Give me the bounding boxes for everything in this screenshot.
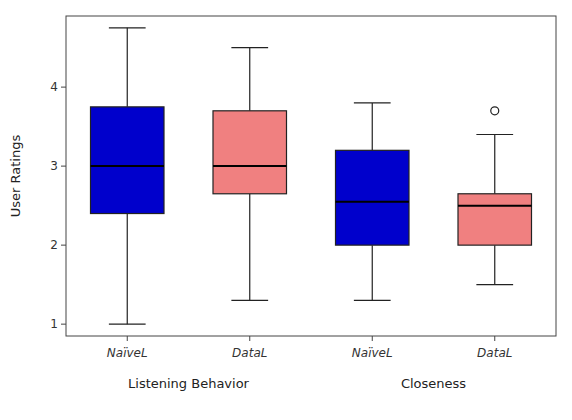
y-axis-label: User Ratings [8,135,23,218]
whisker-low [494,245,495,285]
cap-high [476,134,513,135]
x-tick-label: DataL [232,346,267,360]
group-label: Listening Behavior [128,376,250,391]
y-tick-label: 3 [50,159,58,173]
flier [491,107,499,115]
whisker-high [372,103,373,150]
x-tick [249,336,250,341]
whisker-high [127,28,128,107]
cap-high [354,102,391,103]
plot-frame [66,16,556,336]
whisker-high [249,48,250,111]
box [336,150,410,245]
y-tick [61,166,66,167]
cap-high [109,27,146,28]
cap-low [109,324,146,325]
x-tick-label: DataL [477,346,512,360]
median [91,165,165,167]
y-tick [61,245,66,246]
whisker-low [127,214,128,325]
y-tick [61,324,66,325]
cap-low [354,300,391,301]
box [91,107,165,214]
cap-high [231,47,268,48]
whisker-low [372,245,373,300]
median [213,165,287,167]
y-tick-label: 4 [50,80,58,94]
x-tick [372,336,373,341]
chart: 1 2 3 4 User Ratings NaïveL DataL NaïveL DataL Li… [0,0,572,420]
median [336,201,410,203]
y-tick-label: 1 [50,317,58,331]
whisker-low [249,194,250,301]
cap-low [476,284,513,285]
cap-low [231,300,268,301]
x-tick-label: NaïveL [352,346,393,360]
boxes [91,28,532,324]
box [458,194,532,245]
median [458,205,532,207]
group-label: Closeness [401,376,466,391]
y-tick-label: 2 [50,238,58,252]
whisker-high [494,135,495,194]
y-tick [61,87,66,88]
x-tick [127,336,128,341]
x-tick [494,336,495,341]
x-tick-label: NaïveL [107,346,148,360]
box [213,111,287,194]
